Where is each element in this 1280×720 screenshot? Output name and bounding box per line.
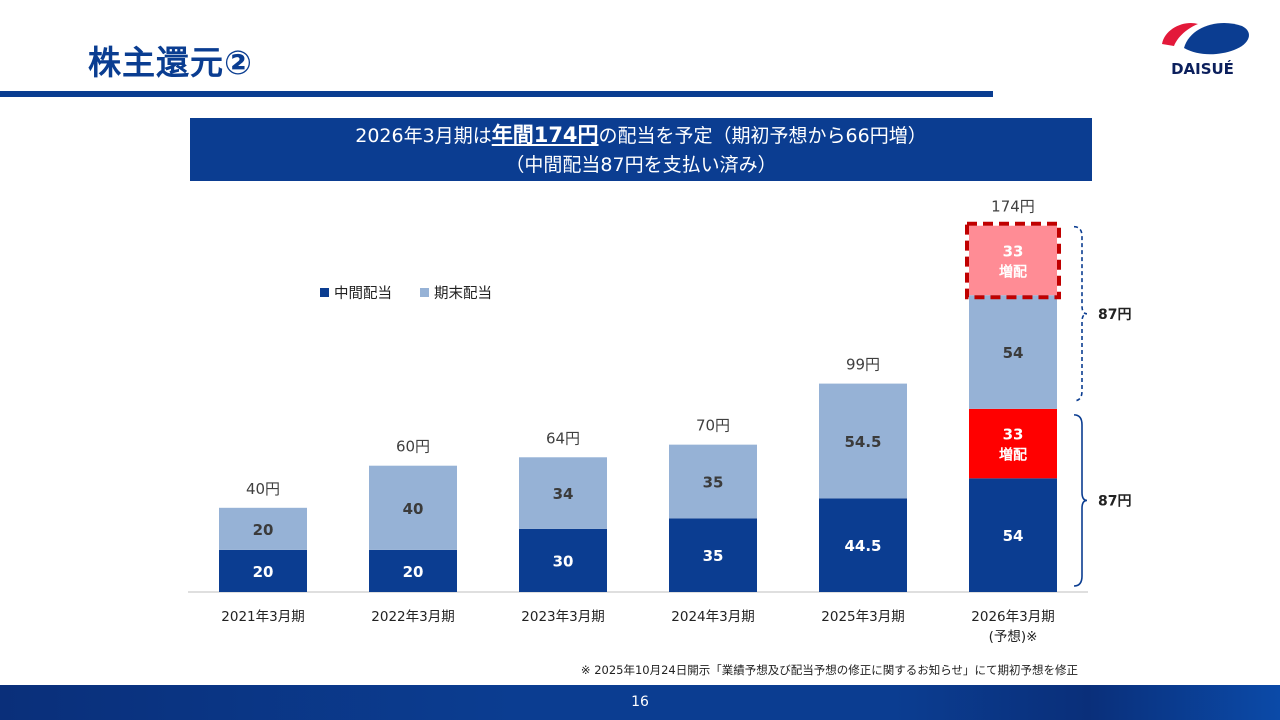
bar-increase-label: 増配 xyxy=(999,263,1027,280)
bar-value-label: 54 xyxy=(1003,344,1024,362)
bar-yearend-3 xyxy=(669,444,757,519)
bar-value-label: 33 xyxy=(1003,426,1024,444)
bar-yearend-5 xyxy=(969,295,1057,409)
footer-bar xyxy=(0,685,1280,720)
bar-interim-2 xyxy=(519,528,607,592)
bar-total-label: 64円 xyxy=(546,429,580,447)
page-title: 株主還元② xyxy=(88,43,253,82)
footnote: ※ 2025年10月24日開示「業績予想及び配当予想の修正に関するお知らせ」にて… xyxy=(580,663,1078,677)
category-sublabel: (予想)※ xyxy=(989,629,1038,645)
category-label: 2022年3月期 xyxy=(371,609,454,625)
bar-value-label: 54.5 xyxy=(844,433,881,451)
bar-yearend-1 xyxy=(369,465,457,550)
bar-value-label: 54 xyxy=(1003,527,1024,545)
bar-yearend-2 xyxy=(519,457,607,529)
bracket-label-interim: 87円 xyxy=(1098,493,1131,509)
bar-total-label: 99円 xyxy=(846,356,880,374)
category-label: 2023年3月期 xyxy=(521,609,604,625)
increase-dashed-border xyxy=(965,221,1061,300)
legend-swatch-yearend xyxy=(420,288,429,297)
banner-line-2: （中間配当87円を支払い済み） xyxy=(505,154,777,176)
category-label: 2024年3月期 xyxy=(671,609,754,625)
bar-increase-label: 増配 xyxy=(999,447,1027,464)
legend-label-interim: 中間配当 xyxy=(334,285,392,302)
bar-interim-1 xyxy=(369,549,457,592)
category-label: 2021年3月期 xyxy=(221,609,304,625)
bar-value-label: 33 xyxy=(1003,242,1024,260)
bar-interim-4 xyxy=(819,498,907,592)
legend-label-yearend: 期末配当 xyxy=(434,285,492,302)
bar-yearend-0 xyxy=(219,507,307,550)
bar-value-label: 35 xyxy=(703,473,724,491)
bar-value-label: 34 xyxy=(553,485,574,503)
bar-value-label: 30 xyxy=(553,552,574,570)
bar-value-label: 20 xyxy=(253,563,274,581)
logo-text: DAISUÉ xyxy=(1171,60,1234,78)
category-label: 2025年3月期 xyxy=(821,609,904,625)
bar-value-label: 35 xyxy=(703,547,724,565)
summary-banner: 2026年3月期は年間174円の配当を予定（期初予想から66円増） （中間配当8… xyxy=(190,118,1092,181)
bracket-interim xyxy=(1073,414,1088,587)
bar-value-label: 20 xyxy=(403,563,424,581)
bracket-yearend xyxy=(1073,225,1088,402)
banner-line-1: 2026年3月期は年間174円の配当を予定（期初予想から66円増） xyxy=(190,121,1092,151)
bracket-label-yearend: 87円 xyxy=(1098,307,1131,323)
banner-line-1-post: の配当を予定（期初予想から66円増） xyxy=(598,125,927,147)
bar-interim-3 xyxy=(669,518,757,592)
banner-line-1-pre: 2026年3月期は xyxy=(355,125,492,147)
bar-value-label: 40 xyxy=(403,500,424,518)
bar-value-label: 20 xyxy=(253,521,274,539)
banner-highlight: 年間174円 xyxy=(491,123,599,147)
daisue-logo-icon xyxy=(1162,22,1249,55)
category-label: 2026年3月期 xyxy=(971,609,1054,625)
bar-total-label: 60円 xyxy=(396,438,430,456)
bar-increase-5 xyxy=(969,225,1057,296)
bar-interim-0 xyxy=(219,549,307,592)
legend-swatch-interim xyxy=(320,288,329,297)
bar-total-label: 40円 xyxy=(246,480,280,498)
bar-interim-5 xyxy=(969,478,1057,592)
bar-total-label: 174円 xyxy=(991,198,1035,216)
bar-total-label: 70円 xyxy=(696,417,730,435)
title-underline xyxy=(0,91,993,97)
bar-increase-5 xyxy=(969,408,1057,479)
bar-yearend-4 xyxy=(819,383,907,499)
page-number: 16 xyxy=(631,694,649,710)
bar-value-label: 44.5 xyxy=(844,537,881,555)
